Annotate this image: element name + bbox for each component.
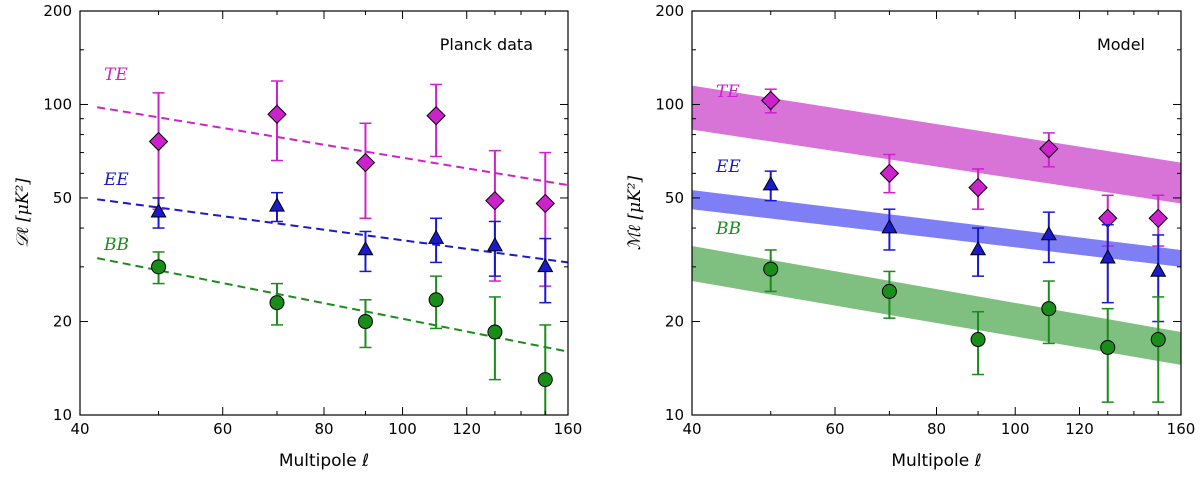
series-ee: [150, 191, 554, 304]
data-point-triangle: [486, 237, 503, 252]
data-point-circle: [1100, 339, 1116, 355]
data-point-diamond: [968, 177, 988, 198]
series-ee: [762, 170, 1167, 323]
data-point-triangle: [1040, 225, 1057, 241]
data-point-triangle: [1099, 249, 1116, 264]
x-tick-label: 40: [682, 420, 701, 438]
x-tick-label: 100: [1001, 420, 1030, 438]
series-label-bb: BB: [715, 219, 741, 239]
data-point-triangle: [537, 257, 554, 273]
data-point-diamond: [535, 193, 555, 214]
data-point-diamond: [148, 131, 169, 152]
plot-area: [96, 80, 568, 415]
series-te: [148, 80, 555, 287]
x-tick-label: 40: [70, 420, 89, 438]
data-point-diamond: [426, 106, 446, 126]
series-bb: [763, 249, 1166, 403]
band-ee: [692, 190, 1181, 267]
y-tick-label: 50: [665, 189, 684, 207]
data-point-triangle: [150, 203, 167, 218]
y-tick-label: 100: [43, 95, 72, 113]
data-point-triangle: [969, 240, 987, 256]
x-tick-label: 120: [1065, 420, 1094, 438]
panel-title: Model: [1097, 35, 1145, 54]
band-te: [692, 85, 1181, 204]
x-axis-label: Multipole ℓ: [891, 451, 981, 471]
y-tick-label: 200: [43, 2, 72, 20]
x-axis-label: Multipole ℓ: [279, 451, 369, 471]
data-point-circle: [537, 372, 553, 388]
x-tick-label: 120: [452, 420, 481, 438]
data-point-diamond: [761, 90, 781, 111]
plot-area: [692, 85, 1181, 403]
y-axis-label: ℳℓ [μK²]: [625, 175, 645, 250]
data-point-circle: [881, 283, 897, 299]
data-point-circle: [428, 292, 444, 308]
data-point-triangle: [357, 240, 374, 256]
data-point-diamond: [267, 104, 287, 124]
x-tick-label: 160: [554, 420, 583, 438]
x-tick-label: 100: [388, 420, 417, 438]
x-tick-label: 60: [825, 420, 844, 438]
data-point-circle: [763, 261, 779, 277]
y-tick-label: 10: [665, 406, 684, 424]
y-tick-label: 10: [53, 406, 72, 424]
series-label-te: TE: [716, 82, 740, 102]
data-point-circle: [269, 295, 285, 311]
y-tick-label: 100: [655, 95, 684, 113]
data-point-triangle: [428, 229, 445, 244]
data-point-triangle: [1150, 262, 1167, 277]
data-point-circle: [357, 314, 373, 330]
panel-model: 40 60 80 100 120 160 10 20 50 100 200 Multipole ℓ ℳℓ…: [625, 2, 1195, 471]
y-axis-label: 𝒟ℓ [μK²]: [13, 178, 33, 248]
data-point-circle: [970, 332, 986, 348]
panel-planck-data: 40 60 80 100 120 160 10 20 50 100 200 Multipole ℓ 𝒟ℓ…: [13, 2, 582, 471]
data-point-circle: [487, 324, 503, 340]
data-point-diamond: [1039, 139, 1059, 159]
series-label-te: TE: [104, 65, 128, 85]
y-tick-label: 200: [655, 2, 684, 20]
y-tick-label: 20: [53, 313, 72, 331]
fit-line-ee: [97, 198, 568, 264]
data-point-diamond: [879, 163, 900, 184]
x-tick-label: 80: [927, 420, 946, 438]
band-bb: [692, 246, 1181, 365]
series-label-ee: EE: [715, 157, 741, 177]
data-point-circle: [151, 259, 167, 275]
panel-title: Planck data: [440, 35, 533, 54]
data-point-triangle: [268, 197, 286, 212]
data-point-triangle: [881, 219, 898, 234]
data-point-diamond: [485, 190, 505, 211]
data-point-diamond: [355, 152, 376, 173]
series-label-bb: BB: [103, 235, 129, 255]
data-point-circle: [1041, 301, 1057, 317]
data-point-circle: [1150, 332, 1166, 348]
x-tick-label: 160: [1167, 420, 1196, 438]
fit-line-te: [97, 106, 568, 187]
x-tick-label: 60: [213, 420, 232, 438]
fit-line-bb: [96, 257, 568, 353]
series-label-ee: EE: [103, 170, 129, 190]
y-tick-label: 20: [665, 313, 684, 331]
data-point-triangle: [762, 176, 779, 191]
x-tick-label: 80: [314, 420, 333, 438]
y-tick-label: 50: [53, 189, 72, 207]
series-bb: [151, 251, 553, 415]
data-point-diamond: [1148, 208, 1168, 229]
